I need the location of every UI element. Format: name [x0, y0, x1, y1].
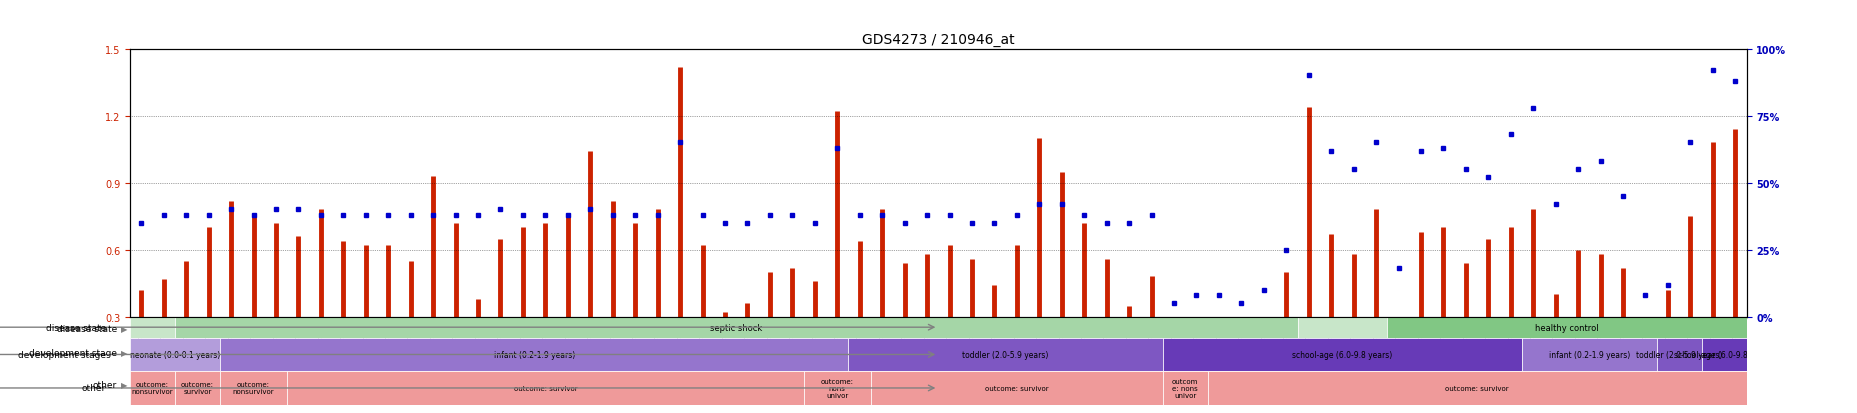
- Text: other: other: [93, 380, 117, 389]
- FancyBboxPatch shape: [849, 338, 1162, 371]
- Text: outcome:
survivor: outcome: survivor: [180, 382, 214, 394]
- FancyBboxPatch shape: [1656, 338, 1701, 371]
- Text: ▶: ▶: [121, 349, 126, 358]
- FancyBboxPatch shape: [871, 371, 1162, 405]
- Text: outcome: survivor: outcome: survivor: [1445, 385, 1508, 391]
- FancyBboxPatch shape: [130, 338, 219, 371]
- FancyBboxPatch shape: [1521, 338, 1656, 371]
- Text: school-age (6.0-9.8 years): school-age (6.0-9.8 years): [1292, 350, 1391, 359]
- Text: septic shock: septic shock: [709, 323, 761, 332]
- FancyBboxPatch shape: [1207, 371, 1746, 405]
- FancyBboxPatch shape: [1162, 338, 1521, 371]
- Text: other: other: [82, 384, 106, 392]
- Text: toddler (2.0-5.9 years): toddler (2.0-5.9 years): [1636, 350, 1721, 359]
- FancyBboxPatch shape: [1162, 371, 1207, 405]
- Title: GDS4273 / 210946_at: GDS4273 / 210946_at: [862, 33, 1014, 47]
- Text: outcome:
nons
univor: outcome: nons univor: [821, 378, 854, 398]
- Text: outcome: survivor: outcome: survivor: [513, 385, 578, 391]
- Text: infant (0.2-1.9 years): infant (0.2-1.9 years): [494, 350, 574, 359]
- Text: disease state: disease state: [58, 324, 117, 333]
- FancyBboxPatch shape: [175, 371, 219, 405]
- Text: disease state: disease state: [46, 323, 106, 332]
- Text: healthy control: healthy control: [1534, 323, 1597, 332]
- Text: outcom
e: nons
univor: outcom e: nons univor: [1172, 378, 1198, 398]
- FancyBboxPatch shape: [288, 371, 802, 405]
- FancyBboxPatch shape: [130, 371, 175, 405]
- FancyBboxPatch shape: [130, 317, 175, 338]
- FancyBboxPatch shape: [219, 338, 849, 371]
- Text: ▶: ▶: [121, 324, 126, 333]
- FancyBboxPatch shape: [175, 317, 1296, 338]
- FancyBboxPatch shape: [219, 371, 288, 405]
- Text: school-age (6.0-9.8 years): school-age (6.0-9.8 years): [1673, 350, 1773, 359]
- Text: outcome:
nonsurvivor: outcome: nonsurvivor: [132, 382, 173, 394]
- Text: toddler (2.0-5.9 years): toddler (2.0-5.9 years): [962, 350, 1047, 359]
- Text: outcome: survivor: outcome: survivor: [984, 385, 1047, 391]
- Text: infant (0.2-1.9 years): infant (0.2-1.9 years): [1549, 350, 1629, 359]
- Text: development stage: development stage: [30, 349, 117, 358]
- Text: neonate (0.0-0.1 years): neonate (0.0-0.1 years): [130, 350, 219, 359]
- FancyBboxPatch shape: [1296, 317, 1387, 338]
- Text: ▶: ▶: [121, 380, 126, 389]
- FancyBboxPatch shape: [1387, 317, 1746, 338]
- Text: outcome:
nonsurvivor: outcome: nonsurvivor: [232, 382, 275, 394]
- FancyBboxPatch shape: [802, 371, 871, 405]
- Text: development stage: development stage: [19, 350, 106, 359]
- FancyBboxPatch shape: [1701, 338, 1746, 371]
